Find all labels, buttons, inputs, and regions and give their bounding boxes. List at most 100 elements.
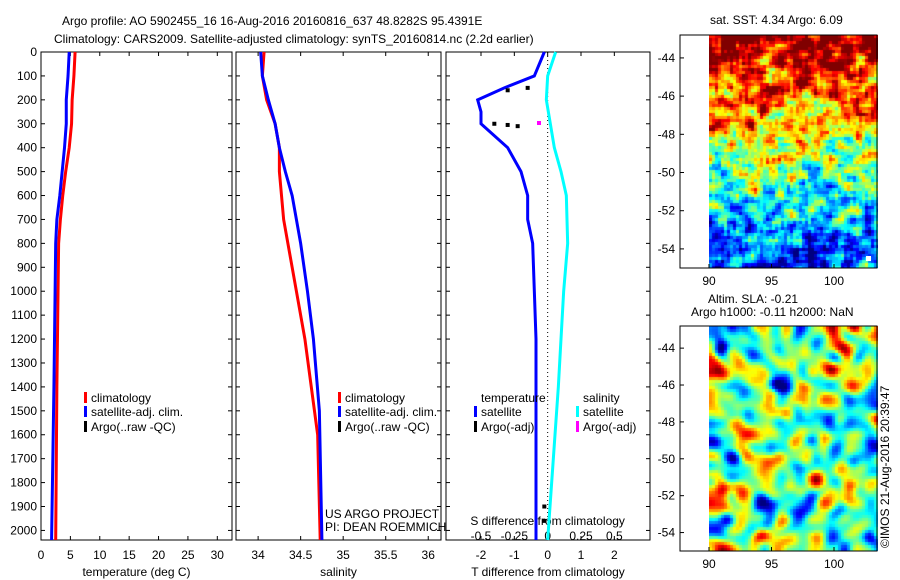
lat-tick-label: -52 — [658, 204, 676, 218]
lat-tick-label: -48 — [658, 127, 676, 141]
legend-label: satellite-adj. clim. — [91, 405, 183, 419]
x-tick-label: 36 — [422, 548, 436, 562]
t-diff-satellite-line — [475, 51, 546, 540]
lat-tick-label: -54 — [658, 242, 676, 256]
legend-label: Argo(-adj) — [481, 420, 534, 434]
legend-label: climatology — [345, 391, 405, 405]
x-tick-label: -1 — [509, 548, 520, 562]
lat-tick-label: -44 — [658, 341, 676, 355]
y-tick-label: 1500 — [10, 404, 37, 418]
credit-text: US ARGO PROJECT — [325, 507, 440, 521]
lat-tick-label: -48 — [658, 415, 676, 429]
lon-tick-label: 95 — [765, 274, 779, 288]
x-tick-label: 0 — [544, 548, 551, 562]
lon-tick-label: 90 — [702, 274, 716, 288]
sal-satellite-line — [259, 51, 324, 541]
y-tick-label: 500 — [17, 165, 37, 179]
sst-map-title: sat. SST: 4.34 Argo: 6.09 — [710, 13, 843, 27]
sla-map-subtitle: Argo h1000: -0.11 h2000: NaN — [691, 305, 854, 319]
y-tick-label: 0 — [30, 45, 37, 59]
x-tick-label: 1 — [578, 548, 585, 562]
pi-text: PI: DEAN ROEMMICH — [325, 520, 446, 534]
argo-t-diff-point — [505, 88, 510, 93]
s-tick-label: 0.25 — [569, 529, 593, 543]
x-tick-label: 0 — [38, 548, 45, 562]
sal-climatology-line — [260, 51, 322, 541]
y-tick-label: 300 — [17, 117, 37, 131]
argo-t-diff-point — [525, 85, 530, 90]
legend-swatch — [338, 392, 341, 403]
copyright-text: ©IMOS 21-Aug-2016 20:39:47 — [878, 385, 892, 548]
sst-map-frame — [679, 34, 878, 269]
x-axis-label: salinity — [320, 565, 357, 579]
s-tick-label: -0.25 — [501, 529, 529, 543]
profile-location-marker — [866, 256, 871, 261]
argo-t-diff-point — [542, 518, 547, 523]
legend-title: temperature — [481, 391, 546, 405]
y-tick-label: 400 — [17, 141, 37, 155]
legend-swatch — [84, 406, 87, 417]
x-tick-label: 25 — [181, 548, 195, 562]
x-tick-label: 20 — [152, 548, 166, 562]
lat-tick-label: -50 — [658, 452, 676, 466]
y-tick-label: 2000 — [10, 523, 37, 537]
x-axis-label: T difference from climatology — [471, 565, 625, 579]
x-axis-label: temperature (deg C) — [82, 565, 190, 579]
sla-map-frame — [679, 325, 878, 552]
x-tick-label: 35 — [336, 548, 350, 562]
panel-2-frame — [235, 51, 442, 541]
y-tick-label: 1900 — [10, 500, 37, 514]
panel-1-frame — [40, 51, 233, 541]
y-tick-label: 1000 — [10, 284, 37, 298]
argo-t-diff-point — [505, 122, 510, 127]
lat-tick-label: -46 — [658, 378, 676, 392]
lon-tick-label: 100 — [824, 557, 844, 571]
lon-tick-label: 100 — [824, 274, 844, 288]
y-tick-label: 900 — [17, 260, 37, 274]
sla-map-heatmap — [709, 326, 878, 551]
legend-swatch — [84, 421, 87, 432]
sla-map-title: Altim. SLA: -0.21 — [708, 292, 798, 306]
y-tick-label: 1200 — [10, 332, 37, 346]
x-tick-label: 5 — [67, 548, 74, 562]
s-diff-satellite-line — [544, 51, 570, 541]
temp-satellite-line — [50, 51, 71, 541]
x-tick-label: 34 — [251, 548, 265, 562]
legend-label: Argo(..raw -QC) — [91, 420, 176, 434]
legend-label: satellite — [583, 405, 624, 419]
argo-s-diff-point — [537, 121, 541, 125]
legend-title: salinity — [583, 391, 620, 405]
x-tick-label: 35.5 — [374, 548, 398, 562]
title-line2: Climatology: CARS2009. Satellite-adjuste… — [54, 32, 534, 46]
lat-tick-label: -44 — [658, 51, 676, 65]
y-tick-label: 600 — [17, 189, 37, 203]
legend-label: climatology — [91, 391, 151, 405]
lat-tick-label: -46 — [658, 89, 676, 103]
x-tick-label: -2 — [476, 548, 487, 562]
y-tick-label: 800 — [17, 236, 37, 250]
x-tick-label: 2 — [611, 548, 618, 562]
y-tick-label: 1700 — [10, 452, 37, 466]
s-tick-label: -0.5 — [471, 529, 492, 543]
y-tick-label: 200 — [17, 93, 37, 107]
x-tick-label: 15 — [122, 548, 136, 562]
y-tick-label: 1400 — [10, 380, 37, 394]
lon-tick-label: 90 — [702, 557, 716, 571]
y-tick-label: 1300 — [10, 356, 37, 370]
y-tick-label: 700 — [17, 212, 37, 226]
legend-swatch — [338, 421, 341, 432]
legend-label: Argo(..raw -QC) — [345, 420, 430, 434]
lat-tick-label: -54 — [658, 526, 676, 540]
x-tick-label: 34.5 — [289, 548, 313, 562]
title-line1: Argo profile: AO 5902455_16 16-Aug-2016 … — [62, 14, 482, 28]
sst-map-heatmap — [709, 35, 878, 268]
legend-swatch — [576, 406, 579, 417]
y-tick-label: 100 — [17, 69, 37, 83]
legend-swatch — [474, 421, 477, 432]
lat-tick-label: -52 — [658, 489, 676, 503]
lon-tick-label: 95 — [765, 557, 779, 571]
legend-swatch — [576, 421, 579, 432]
y-tick-label: 1100 — [11, 308, 37, 322]
